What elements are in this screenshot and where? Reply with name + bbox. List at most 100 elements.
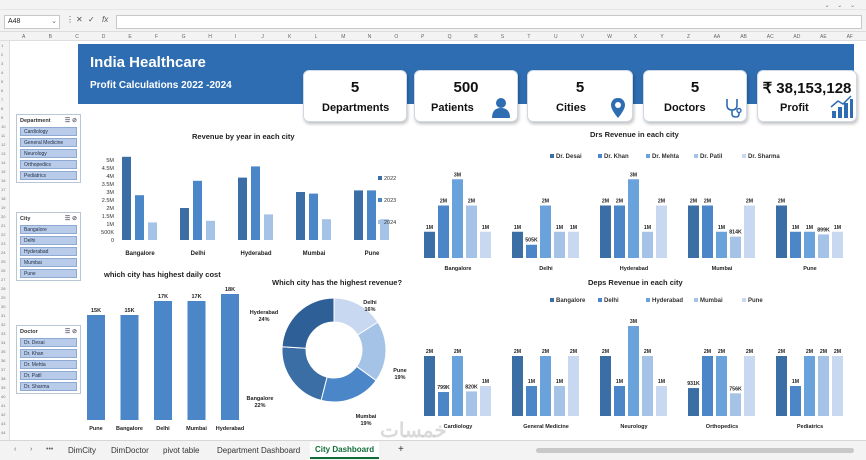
column-header[interactable]: E bbox=[128, 34, 132, 40]
column-header[interactable]: A bbox=[22, 34, 26, 40]
row-header[interactable]: 16 bbox=[1, 178, 6, 183]
slicer-item[interactable]: Pune bbox=[20, 269, 77, 278]
column-header[interactable]: Y bbox=[660, 34, 664, 40]
column-header[interactable]: AB bbox=[740, 34, 747, 40]
slicer-item[interactable]: Dr. Mehta bbox=[20, 360, 77, 369]
function-icon[interactable]: fx bbox=[102, 15, 109, 24]
row-header[interactable]: 27 bbox=[1, 277, 6, 282]
column-header[interactable]: X bbox=[633, 34, 638, 40]
row-header[interactable]: 2 bbox=[1, 52, 4, 57]
prev-sheet-icon[interactable]: ‹ bbox=[14, 446, 17, 453]
column-header[interactable]: R bbox=[474, 34, 478, 40]
row-header[interactable]: 3 bbox=[1, 61, 4, 66]
tab-department-dashboard[interactable]: Department Dashboard bbox=[217, 446, 301, 455]
row-header[interactable]: 20 bbox=[1, 214, 6, 219]
row-header[interactable]: 14 bbox=[1, 160, 6, 165]
column-header[interactable]: AF bbox=[846, 34, 853, 40]
row-header[interactable]: 32 bbox=[1, 322, 6, 327]
row-header[interactable]: 4 bbox=[1, 70, 4, 75]
more-sheets-icon[interactable]: ••• bbox=[46, 446, 54, 453]
column-header[interactable]: B bbox=[48, 34, 52, 40]
row-header[interactable]: 29 bbox=[1, 295, 6, 300]
column-header[interactable]: K bbox=[288, 34, 292, 40]
row-header[interactable]: 26 bbox=[1, 268, 6, 273]
drs-revenue-chart[interactable]: Dr. Desai Dr. Khan Dr. Mehta Dr. Patil Dr. S… bbox=[414, 140, 860, 275]
tab-dimdoctor[interactable]: DimDoctor bbox=[111, 446, 149, 455]
slicer-item[interactable]: Pediatrics bbox=[20, 171, 77, 180]
column-header[interactable]: J bbox=[261, 34, 264, 40]
column-header[interactable]: AC bbox=[766, 34, 774, 40]
row-header[interactable]: 15 bbox=[1, 169, 6, 174]
row-header[interactable]: 43 bbox=[1, 421, 6, 426]
filter-icon[interactable]: ☰ ⊘ bbox=[64, 118, 77, 124]
row-header[interactable]: 41 bbox=[1, 403, 6, 408]
tab-dimcity[interactable]: DimCity bbox=[68, 446, 96, 455]
column-header[interactable]: AE bbox=[820, 34, 827, 40]
column-header[interactable]: O bbox=[394, 34, 399, 40]
chevron-down-icon[interactable]: ⌄ bbox=[51, 18, 57, 25]
revenue-by-year-chart[interactable]: 0 500K 1M 1.5M 2M 2.5M 3M 3.5M 4M 4.5M 5M Bangalore… bbox=[88, 140, 408, 260]
filter-icon[interactable]: ☰ ⊘ bbox=[64, 216, 77, 222]
row-header[interactable]: 40 bbox=[1, 394, 6, 399]
column-header[interactable]: H bbox=[208, 34, 212, 40]
row-header[interactable]: 24 bbox=[1, 250, 6, 255]
row-header[interactable]: 44 bbox=[1, 430, 6, 435]
row-header[interactable]: 19 bbox=[1, 205, 6, 210]
column-header[interactable]: AD bbox=[793, 34, 801, 40]
slicer-item[interactable]: Dr. Sharma bbox=[20, 382, 77, 391]
slicer-item[interactable]: Neurology bbox=[20, 149, 77, 158]
row-header[interactable]: 10 bbox=[1, 124, 6, 129]
column-header[interactable]: N bbox=[367, 34, 372, 40]
row-header[interactable]: 11 bbox=[1, 133, 6, 138]
row-header[interactable]: 30 bbox=[1, 304, 6, 309]
row-header[interactable]: 13 bbox=[1, 151, 6, 156]
row-header[interactable]: 39 bbox=[1, 385, 6, 390]
column-header[interactable]: P bbox=[421, 34, 425, 40]
row-header[interactable]: 12 bbox=[1, 142, 6, 147]
column-header[interactable]: D bbox=[101, 34, 106, 40]
row-header[interactable]: 7 bbox=[1, 97, 4, 102]
column-header[interactable]: C bbox=[75, 34, 79, 40]
daily-cost-chart[interactable]: 15K Pune 15K Bangalore 17K Delhi 17K Mumbai 18K H… bbox=[80, 280, 260, 438]
column-header[interactable]: V bbox=[580, 34, 584, 40]
cancel-icon[interactable]: ✕ bbox=[76, 15, 83, 24]
row-header[interactable]: 17 bbox=[1, 187, 6, 192]
row-header[interactable]: 8 bbox=[1, 106, 4, 111]
confirm-icon[interactable]: ✓ bbox=[88, 15, 95, 24]
column-header[interactable]: M bbox=[341, 34, 346, 40]
slicer-item[interactable]: Bangalore bbox=[20, 225, 77, 234]
row-header[interactable]: 31 bbox=[1, 313, 6, 318]
next-sheet-icon[interactable]: › bbox=[30, 446, 33, 453]
column-header[interactable]: U bbox=[554, 34, 558, 40]
column-header[interactable]: Q bbox=[447, 34, 452, 40]
column-header[interactable]: AA bbox=[713, 34, 721, 40]
slicer-item[interactable]: Dr. Khan bbox=[20, 349, 77, 358]
row-header[interactable]: 37 bbox=[1, 367, 6, 372]
column-header[interactable]: Z bbox=[687, 34, 691, 40]
column-header[interactable]: L bbox=[314, 34, 318, 40]
filter-icon[interactable]: ☰ ⊘ bbox=[64, 329, 77, 335]
row-header[interactable]: 1 bbox=[1, 43, 4, 48]
slicer-item[interactable]: Delhi bbox=[20, 236, 77, 245]
revenue-donut-chart[interactable]: Delhi16%Pune19%Mumbai19%Bangalore22%Hyde… bbox=[240, 290, 420, 435]
slicer-item[interactable]: Orthopedics bbox=[20, 160, 77, 169]
tab-pivot-table[interactable]: pivot table bbox=[163, 446, 200, 455]
row-header[interactable]: 21 bbox=[1, 223, 6, 228]
deps-revenue-chart[interactable]: Bangalore Delhi Hyderabad Mumbai Pune 2M 799K 2… bbox=[414, 288, 860, 433]
row-header[interactable]: 33 bbox=[1, 331, 6, 336]
row-header[interactable]: 25 bbox=[1, 259, 6, 264]
column-header[interactable]: S bbox=[500, 34, 505, 40]
horizontal-scrollbar[interactable] bbox=[536, 448, 854, 453]
row-header[interactable]: 42 bbox=[1, 412, 6, 417]
slicer-item[interactable]: Mumbai bbox=[20, 258, 77, 267]
column-header[interactable]: W bbox=[607, 34, 612, 40]
name-box[interactable]: A48 ⌄ bbox=[4, 15, 60, 29]
column-header[interactable]: I bbox=[234, 34, 237, 40]
slicer-item[interactable]: Dr. Patil bbox=[20, 371, 77, 380]
tab-city-dashboard[interactable]: City Dashboard bbox=[310, 442, 380, 459]
row-header[interactable]: 5 bbox=[1, 79, 4, 84]
row-header[interactable]: 34 bbox=[1, 340, 6, 345]
row-header[interactable]: 23 bbox=[1, 241, 6, 246]
column-header[interactable]: F bbox=[155, 34, 159, 40]
add-sheet-button[interactable]: + bbox=[398, 444, 404, 455]
